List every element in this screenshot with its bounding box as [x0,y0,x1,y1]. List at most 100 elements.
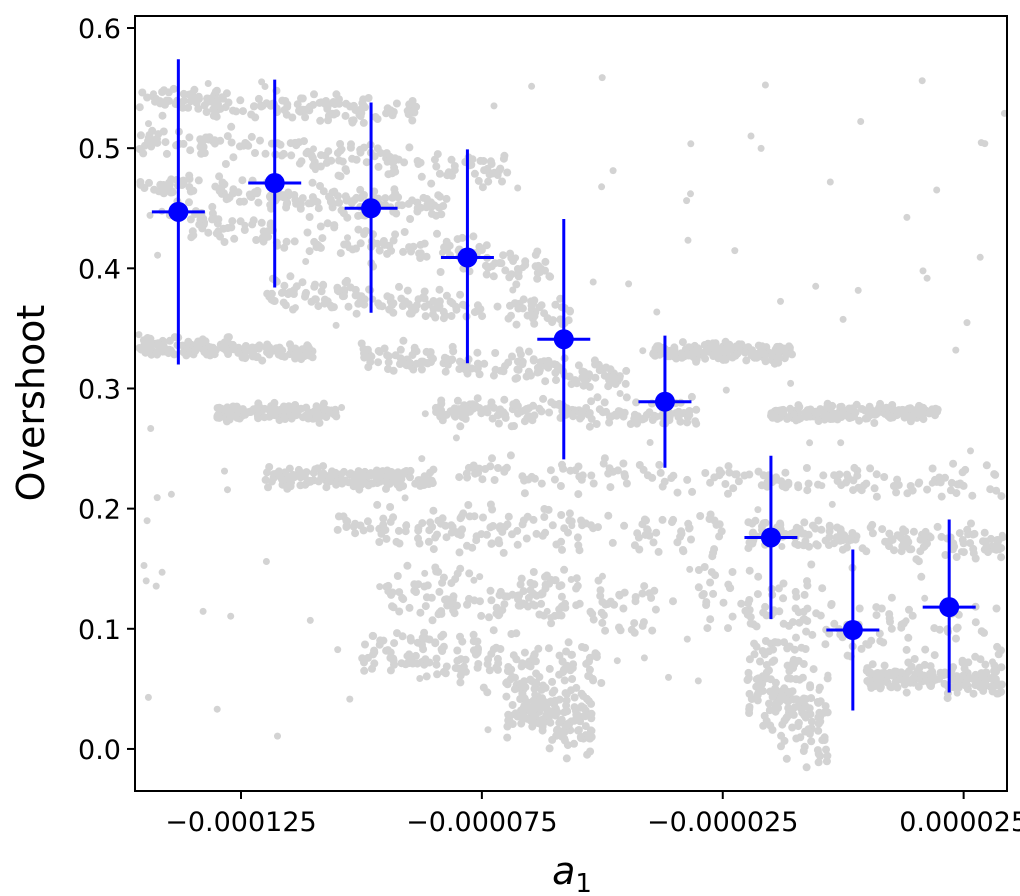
background-point [980,669,988,678]
background-point [721,480,730,488]
background-point [585,665,594,674]
bin-marker [248,79,302,288]
background-point [389,308,398,317]
background-point [692,405,701,414]
background-point [389,603,398,612]
background-point [269,296,278,305]
background-point [362,158,371,167]
background-point [531,250,540,259]
background-point [885,610,894,619]
background-point [814,749,823,758]
background-point [775,406,784,415]
background-point [752,675,761,684]
background-point [463,473,472,482]
background-point [189,92,197,101]
background-point [887,593,896,602]
background-point [260,413,269,422]
background-point [360,191,368,199]
background-point [342,523,351,531]
background-point [332,480,341,489]
background-point [552,540,561,549]
background-point [507,422,516,431]
background-point [384,358,393,367]
background-point [422,195,431,203]
background-point [199,143,208,151]
background-point [541,528,550,537]
background-point [698,591,707,600]
background-point [402,467,411,475]
background-point [478,475,487,484]
background-point [331,468,340,477]
background-point [604,511,613,520]
background-point [786,404,795,413]
mean-point [842,619,863,640]
bin-marker [537,219,591,460]
background-point [593,393,602,402]
background-point [208,98,217,106]
background-point [375,538,384,546]
background-point [365,471,373,480]
background-point [802,763,811,772]
background-point [422,593,431,602]
background-point [191,346,200,355]
background-point [555,582,564,591]
background-point [813,541,822,550]
background-point [344,234,351,242]
background-point [961,465,970,474]
background-point [683,350,692,358]
x-tick-label: −0.000075 [406,807,557,838]
background-point [456,678,465,687]
background-point [566,466,575,475]
background-point [899,525,908,534]
background-point [344,302,353,311]
background-point [558,460,566,469]
background-point [437,632,446,641]
background-point [424,537,433,546]
background-point [795,618,804,627]
background-point [529,298,538,307]
background-point [347,140,355,149]
background-point [747,132,755,140]
background-point [744,674,753,682]
background-point [560,708,569,717]
background-point [959,539,968,548]
background-point [390,185,399,194]
background-point [478,312,487,321]
background-point [581,379,590,388]
background-point [554,365,563,374]
background-point [424,360,432,368]
background-point [784,674,792,683]
background-point [794,481,803,490]
background-point [417,357,426,366]
background-point [509,286,517,294]
background-point [463,600,472,609]
background-point [949,459,958,468]
background-point [305,247,314,256]
background-point [222,195,231,204]
background-point [964,530,973,539]
background-point [518,520,527,529]
background-point [572,683,581,692]
background-point [560,524,569,533]
background-point [610,600,619,609]
x-tick-label: −0.000125 [165,807,316,838]
background-point [903,213,911,221]
background-point [338,145,346,153]
background-point [694,583,703,592]
background-point [435,285,444,294]
background-point [952,346,960,354]
background-point [703,624,712,633]
background-point [136,131,145,140]
background-point [299,413,307,422]
background-point [376,583,384,591]
background-point [648,416,657,424]
background-point [408,304,416,313]
background-point [620,588,629,597]
background-point [653,342,661,351]
background-point [761,357,770,366]
background-point [431,533,440,542]
y-tick-label: 0.4 [78,254,121,285]
background-point [359,95,368,104]
background-point [373,144,382,153]
background-point [782,350,791,359]
